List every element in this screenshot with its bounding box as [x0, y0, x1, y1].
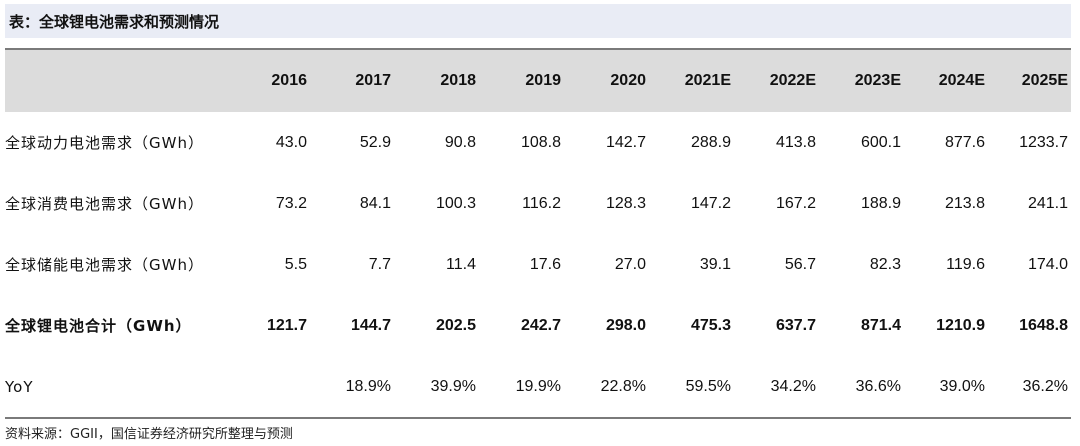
demand-table: 2016 2017 2018 2019 2020 2021E 2022E 202…: [5, 48, 1071, 419]
table-cell: 27.0: [614, 255, 646, 273]
row-label: 全球锂电池合计（GWh）: [5, 317, 192, 335]
table-cell: 56.7: [784, 255, 816, 273]
table-cell: 1648.8: [1019, 316, 1068, 334]
row-label: YoY: [5, 377, 34, 396]
table-cell: 202.5: [435, 316, 476, 334]
table-cell: 298.0: [605, 316, 646, 334]
header-row: 2016 2017 2018 2019 2020 2021E 2022E 202…: [5, 48, 1071, 112]
table-cell: 116.2: [522, 194, 561, 212]
table-cell: 241.1: [1027, 194, 1068, 212]
table-cell: 11.4: [446, 255, 476, 273]
table-cell: 34.2%: [770, 377, 816, 395]
table-row-yoy: YoY 18.9% 39.9% 19.9% 22.8% 59.5% 34.2% …: [5, 356, 1071, 419]
table-cell: 43.0: [275, 133, 307, 151]
table-cell: 39.1: [699, 255, 731, 273]
header-year: 2023E: [854, 72, 901, 89]
table-cell: 7.7: [368, 255, 391, 273]
table-cell: 119.6: [946, 255, 985, 273]
table-cell: 1210.9: [936, 316, 985, 334]
table-cell: 39.0%: [939, 377, 985, 395]
table-cell: 73.2: [275, 194, 307, 212]
header-year: 2025E: [1021, 72, 1068, 89]
table-cell: 90.8: [444, 133, 476, 151]
row-label: 全球储能电池需求（GWh）: [5, 256, 204, 274]
table-title: 表：全球锂电池需求和预测情况: [9, 12, 220, 31]
table-cell: 142.7: [605, 133, 646, 151]
header-year: 2020: [610, 72, 646, 89]
table-cell: 36.2%: [1022, 377, 1068, 395]
source-note: 资料来源：GGII，国信证券经济研究所整理与预测: [5, 427, 293, 442]
table-cell: 475.3: [690, 316, 731, 334]
table-cell: 288.9: [690, 133, 731, 151]
table-cell: 1233.7: [1019, 133, 1068, 151]
header-year: 2024E: [938, 72, 985, 89]
table-row-total: 全球锂电池合计（GWh） 121.7 144.7 202.5 242.7 298…: [5, 295, 1071, 356]
table-cell: 144.7: [350, 316, 391, 334]
row-label: 全球动力电池需求（GWh）: [5, 134, 204, 152]
table-cell: 871.4: [860, 316, 901, 334]
row-label: 全球消费电池需求（GWh）: [5, 195, 204, 213]
table-cell: 82.3: [869, 255, 901, 273]
table-cell: 128.3: [605, 194, 646, 212]
table-cell: 413.8: [775, 133, 816, 151]
table-cell: 121.7: [266, 316, 307, 334]
table-row-storage: 全球储能电池需求（GWh） 5.5 7.7 11.4 17.6 27.0 39.…: [5, 234, 1071, 295]
table-cell: 877.6: [944, 133, 985, 151]
table-cell: 637.7: [775, 316, 816, 334]
table-cell: 100.3: [435, 194, 476, 212]
table-cell: 84.1: [359, 194, 391, 212]
table-row-power: 全球动力电池需求（GWh） 43.0 52.9 90.8 108.8 142.7…: [5, 112, 1071, 173]
table-cell: 213.8: [944, 194, 985, 212]
table-cell: 19.9%: [515, 377, 561, 395]
table-cell: 22.8%: [600, 377, 646, 395]
table-cell: 17.6: [529, 255, 561, 273]
header-year: 2022E: [769, 72, 816, 89]
table-cell: 39.9%: [430, 377, 476, 395]
table-cell: 5.5: [284, 255, 307, 273]
table-row-consumer: 全球消费电池需求（GWh） 73.2 84.1 100.3 116.2 128.…: [5, 173, 1071, 234]
header-year: 2016: [271, 72, 307, 89]
table-cell: 174.0: [1027, 255, 1068, 273]
header-year: 2019: [525, 72, 561, 89]
header-year: 2017: [355, 72, 391, 89]
table-cell: 147.2: [690, 194, 731, 212]
table-cell: 36.6%: [855, 377, 901, 395]
header-year: 2021E: [684, 72, 731, 89]
table-cell: 18.9%: [345, 377, 391, 395]
table-cell: 59.5%: [685, 377, 731, 395]
table-cell: 52.9: [359, 133, 391, 151]
table-cell: 600.1: [860, 133, 901, 151]
table-cell: 188.9: [860, 194, 901, 212]
table-title-bar: 表：全球锂电池需求和预测情况: [5, 4, 1071, 38]
header-year: 2018: [440, 72, 476, 89]
table-cell: 242.7: [520, 316, 561, 334]
table-cell: 108.8: [520, 133, 561, 151]
table-cell: 167.2: [775, 194, 816, 212]
